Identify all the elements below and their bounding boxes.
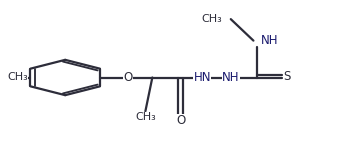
Text: CH₃: CH₃ [201, 14, 222, 24]
Text: CH₃: CH₃ [8, 73, 28, 82]
Text: O: O [176, 114, 185, 127]
Text: S: S [283, 70, 290, 83]
Text: O: O [123, 71, 133, 84]
Text: HN: HN [194, 71, 211, 84]
Text: NH: NH [260, 34, 278, 47]
Text: NH: NH [222, 71, 239, 84]
Text: CH₃: CH₃ [135, 112, 156, 122]
